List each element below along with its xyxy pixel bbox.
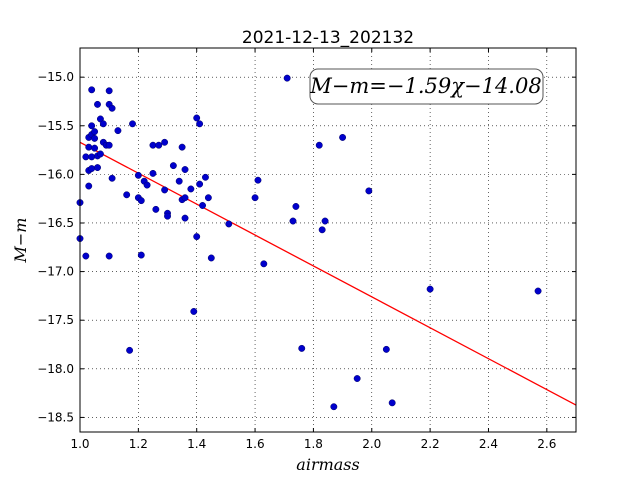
data-point <box>152 205 160 213</box>
x-tick-label: 1.2 <box>129 437 148 451</box>
fit-equation-box-frame <box>309 68 544 105</box>
data-point <box>88 86 96 94</box>
data-point <box>134 171 142 179</box>
data-point <box>426 285 434 293</box>
x-tick-label: 1.4 <box>187 437 206 451</box>
data-point <box>181 214 189 222</box>
data-point <box>178 143 186 151</box>
data-point <box>85 143 93 151</box>
fit-equation-box: M−m=−1.59χ−14.08 <box>309 68 544 105</box>
data-point <box>99 120 107 128</box>
data-point <box>108 174 116 182</box>
chart-title: 2021-12-13_202132 <box>242 28 414 48</box>
data-point <box>82 153 90 161</box>
data-point <box>94 164 101 172</box>
y-tick-label: −18.5 <box>37 410 74 424</box>
x-tick-label: 2.0 <box>362 437 381 451</box>
data-point <box>96 150 104 158</box>
data-point <box>365 187 373 195</box>
y-tick-label: −17.0 <box>37 265 74 279</box>
ticks: 1.0 1.2 1.4 1.6 1.8 2.0 2.2 2.4 2.6 −15.0 −15.5 −16… <box>37 48 576 451</box>
data-points <box>76 74 542 411</box>
fit-line-layer <box>79 141 577 406</box>
data-point <box>88 122 96 130</box>
data-point <box>169 162 177 170</box>
fit-equation: M−m=−1.59χ−14.08 <box>309 74 541 98</box>
data-point <box>123 191 131 199</box>
data-point <box>94 100 101 108</box>
data-point <box>175 177 183 185</box>
data-point <box>190 308 198 315</box>
y-tick-label: −17.5 <box>37 313 74 327</box>
data-point <box>129 120 136 128</box>
fit-line <box>79 141 577 406</box>
data-point <box>283 74 291 82</box>
data-point <box>88 165 96 172</box>
data-point <box>91 128 99 136</box>
data-point <box>321 217 329 225</box>
data-point <box>137 251 145 259</box>
data-point <box>126 346 134 354</box>
data-point <box>534 287 542 295</box>
data-point <box>353 375 361 382</box>
data-point <box>199 202 206 209</box>
data-point <box>318 226 326 234</box>
data-point <box>105 252 113 260</box>
y-axis-label: M−m <box>11 218 30 264</box>
data-point <box>330 403 338 411</box>
data-point <box>105 87 113 95</box>
y-tick-label: −15.0 <box>37 70 74 84</box>
data-point <box>315 141 323 149</box>
data-point <box>137 197 145 205</box>
data-point <box>85 182 93 190</box>
data-point <box>339 133 347 141</box>
data-point <box>82 252 90 260</box>
y-tick-label: −16.0 <box>37 167 74 181</box>
data-point <box>202 173 209 181</box>
data-point <box>108 104 116 112</box>
y-tick-label: −16.5 <box>37 216 74 230</box>
data-point <box>105 141 113 149</box>
data-point <box>143 181 151 189</box>
x-tick-label: 2.4 <box>479 437 498 451</box>
data-point <box>298 344 306 352</box>
y-tick-label: −15.5 <box>37 119 74 133</box>
data-point <box>260 260 268 268</box>
y-tick-label: −18.0 <box>37 362 74 376</box>
data-point <box>193 233 201 241</box>
data-point <box>204 194 212 202</box>
data-point <box>164 212 171 220</box>
x-tick-label: 1.0 <box>70 437 89 451</box>
data-point <box>181 166 189 173</box>
data-point <box>207 254 215 262</box>
data-point <box>161 186 169 194</box>
data-point <box>289 217 297 225</box>
x-tick-label: 2.6 <box>537 437 556 451</box>
data-point <box>187 185 195 193</box>
data-point <box>254 176 262 184</box>
data-point <box>161 138 169 146</box>
data-point <box>114 127 122 135</box>
axes-frame <box>79 47 577 433</box>
data-point <box>196 120 204 128</box>
data-point <box>149 141 157 149</box>
data-point <box>225 220 233 228</box>
data-point <box>292 203 300 210</box>
x-tick-label: 1.8 <box>304 437 323 451</box>
data-point <box>181 194 189 202</box>
data-point <box>193 114 201 122</box>
x-tick-label: 1.6 <box>246 437 265 451</box>
data-point <box>251 194 259 202</box>
data-point <box>155 141 163 149</box>
x-tick-label: 2.2 <box>421 437 440 451</box>
data-point <box>88 153 96 161</box>
data-point <box>196 180 204 188</box>
data-point <box>388 399 396 407</box>
data-point <box>149 169 157 177</box>
x-axis-label: airmass <box>296 455 359 474</box>
data-point <box>91 134 99 142</box>
data-point <box>382 345 390 353</box>
data-point <box>91 144 99 152</box>
